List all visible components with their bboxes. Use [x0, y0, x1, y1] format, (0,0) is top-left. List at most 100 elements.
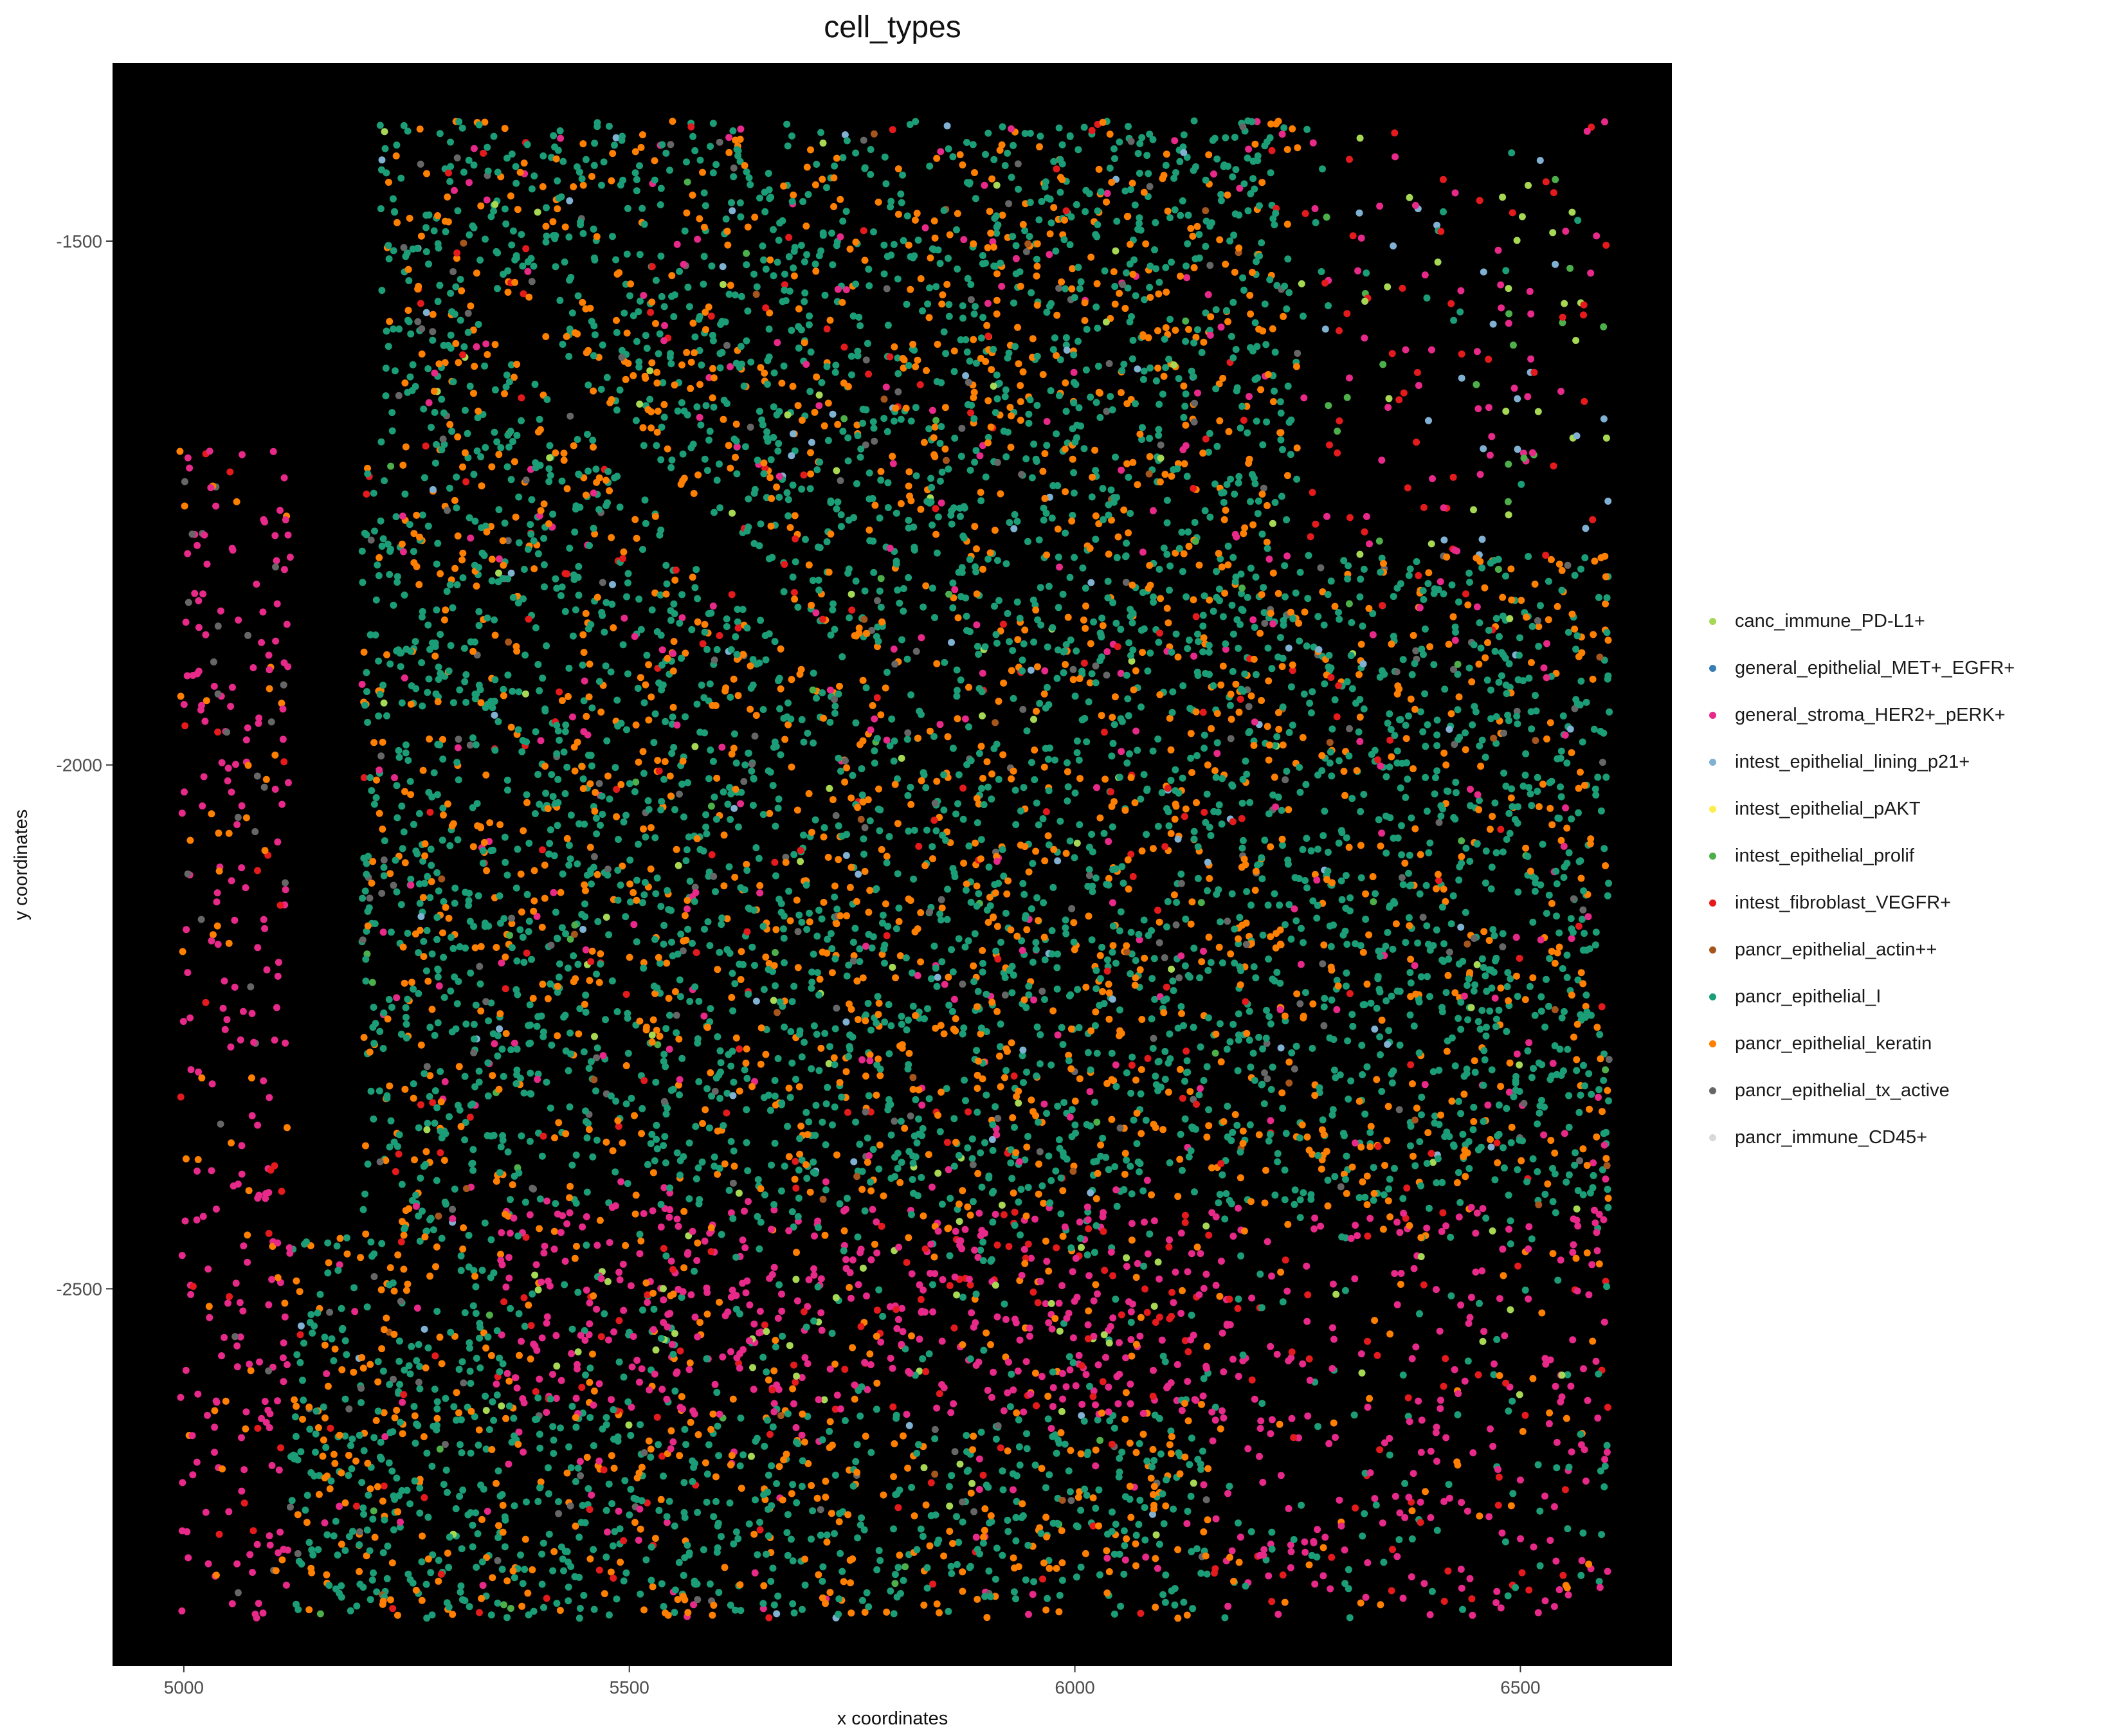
data-point	[1137, 1090, 1145, 1098]
data-point	[789, 574, 797, 581]
data-point	[505, 443, 512, 451]
data-point	[1464, 1507, 1471, 1515]
data-point	[1148, 1015, 1156, 1023]
data-point	[1263, 418, 1271, 426]
data-point	[789, 1557, 797, 1565]
data-point	[434, 298, 442, 305]
data-point	[865, 370, 873, 378]
data-point	[1442, 1434, 1450, 1442]
data-point	[913, 1449, 921, 1457]
data-point	[319, 1452, 327, 1460]
data-point	[550, 1548, 558, 1555]
data-point	[1277, 1044, 1285, 1052]
data-point	[575, 471, 583, 478]
data-point	[876, 1072, 884, 1080]
data-point	[214, 728, 222, 736]
data-point	[729, 1287, 736, 1294]
data-point	[984, 1386, 992, 1394]
data-point	[658, 1580, 666, 1587]
data-point	[912, 472, 920, 480]
data-point	[1112, 959, 1120, 967]
data-point	[613, 786, 621, 793]
data-point	[323, 1370, 331, 1377]
data-point	[1336, 615, 1343, 623]
data-point	[507, 476, 515, 484]
data-point	[685, 1195, 693, 1202]
data-point	[1309, 1045, 1316, 1052]
data-point	[1191, 1188, 1198, 1196]
data-point	[1054, 950, 1062, 958]
data-point	[976, 452, 984, 460]
data-point	[1485, 356, 1492, 363]
data-point	[505, 1402, 513, 1410]
data-point	[1440, 749, 1448, 757]
data-point	[1020, 891, 1028, 898]
data-point	[449, 699, 457, 707]
data-point	[1210, 808, 1218, 815]
data-point	[390, 1138, 398, 1146]
data-point	[774, 804, 782, 812]
data-point	[1229, 298, 1237, 306]
data-point	[610, 1406, 617, 1413]
data-point	[831, 1530, 838, 1537]
data-point	[777, 645, 784, 653]
data-point	[636, 1231, 644, 1238]
data-point	[1185, 637, 1193, 644]
data-point	[1329, 725, 1336, 733]
data-point	[594, 593, 601, 601]
data-point	[1206, 513, 1214, 521]
data-point	[1035, 216, 1043, 224]
data-point	[1015, 1198, 1022, 1206]
data-point	[423, 170, 430, 177]
data-point	[593, 1136, 601, 1144]
data-point	[757, 617, 765, 624]
data-point	[1183, 1611, 1191, 1619]
data-point	[1113, 1202, 1121, 1210]
data-point	[1231, 1111, 1239, 1118]
data-point	[699, 640, 707, 647]
data-point	[1431, 1112, 1438, 1120]
data-point	[702, 1459, 709, 1467]
data-point	[359, 579, 367, 586]
data-point	[1239, 1127, 1247, 1135]
data-point	[426, 808, 434, 816]
data-point	[691, 1314, 699, 1321]
data-point	[835, 1595, 843, 1603]
data-point	[208, 810, 215, 818]
data-point	[1167, 746, 1175, 754]
data-point	[920, 1464, 928, 1472]
data-point	[950, 504, 957, 512]
data-point	[666, 354, 674, 361]
data-point	[473, 1564, 480, 1571]
data-point	[1323, 512, 1330, 520]
data-point	[1274, 1158, 1282, 1166]
data-point	[974, 819, 981, 827]
data-point	[1437, 1397, 1444, 1404]
data-point	[857, 453, 864, 461]
data-point	[1174, 1024, 1182, 1032]
data-point	[469, 1166, 477, 1174]
data-point	[518, 1337, 525, 1345]
data-point	[1273, 733, 1281, 741]
data-point	[1557, 836, 1565, 844]
data-point	[905, 1234, 912, 1242]
data-point	[893, 1306, 900, 1314]
data-point	[1331, 1173, 1339, 1180]
data-point	[1194, 843, 1202, 851]
data-point	[187, 1290, 195, 1298]
data-point	[1349, 1022, 1357, 1030]
data-point	[184, 454, 192, 462]
data-point	[1397, 716, 1404, 723]
data-point	[497, 1251, 504, 1258]
data-point	[660, 1245, 667, 1252]
data-point	[1363, 1172, 1371, 1180]
data-point	[1160, 1009, 1168, 1017]
data-point	[274, 838, 282, 845]
data-point	[1181, 1337, 1189, 1344]
data-point	[1406, 1011, 1414, 1019]
data-point	[228, 545, 236, 552]
data-point	[822, 1186, 830, 1194]
data-point	[843, 972, 851, 980]
data-point	[790, 1223, 797, 1231]
data-point	[615, 1123, 622, 1130]
